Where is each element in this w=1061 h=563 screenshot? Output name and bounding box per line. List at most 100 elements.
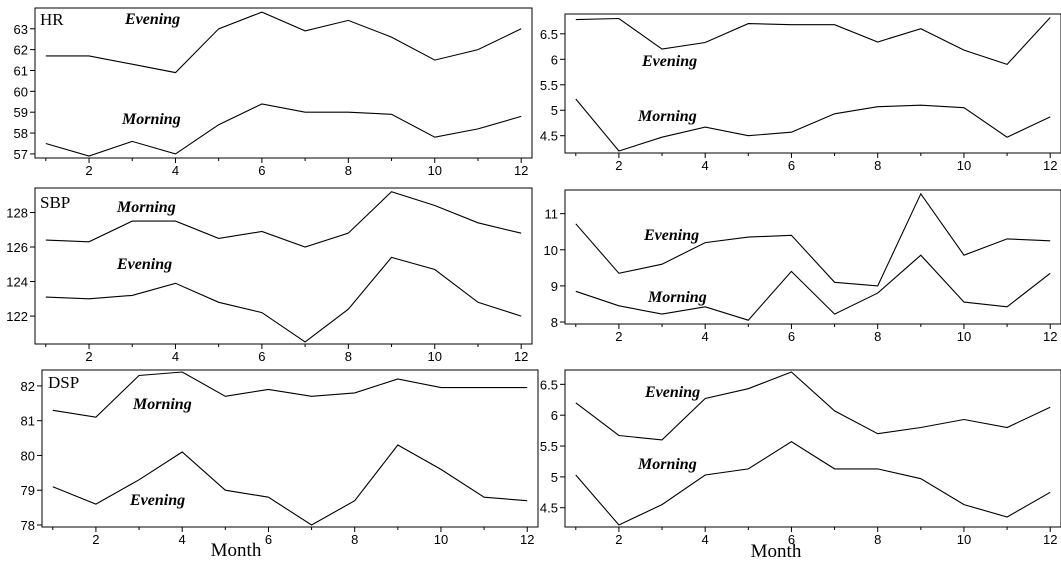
x-tick-label: 6 xyxy=(258,349,265,364)
x-tick-label: 6 xyxy=(258,163,265,178)
plot-frame xyxy=(564,369,1061,528)
x-tick-label: 8 xyxy=(351,532,358,547)
y-tick-label: 61 xyxy=(14,63,28,78)
series-label-evening: Evening xyxy=(124,11,180,28)
panel-3: 2 4 6 8 10 12 122 124 126 128 Morning Evening SBP xyxy=(6,187,533,364)
series-line-morning xyxy=(52,371,528,418)
x-tick-label: 12 xyxy=(520,532,534,547)
panel-title: HR xyxy=(40,10,64,29)
series-line-evening xyxy=(52,444,528,526)
x-tick-label: 10 xyxy=(957,158,971,173)
y-tick-label: 63 xyxy=(14,22,28,37)
series-line-morning xyxy=(575,254,1051,321)
x-tick-label: 12 xyxy=(1043,158,1057,173)
x-tick-label: 6 xyxy=(788,329,795,344)
x-tick-label: 2 xyxy=(85,163,92,178)
y-tick-label: 57 xyxy=(14,147,28,162)
series-line-morning xyxy=(45,191,522,248)
x-axis-label: Month xyxy=(211,540,262,561)
x-tick-label: 10 xyxy=(434,532,448,547)
y-tick-label: 78 xyxy=(21,518,35,533)
x-tick-label: 12 xyxy=(514,349,528,364)
series-line-evening xyxy=(575,371,1051,441)
x-tick-label: 4 xyxy=(702,158,709,173)
y-tick-label: 124 xyxy=(6,275,28,290)
x-tick-label: 8 xyxy=(874,329,881,344)
y-tick-label: 60 xyxy=(14,84,28,99)
series-line-evening xyxy=(45,11,522,74)
y-tick-label: 4.5 xyxy=(540,501,558,516)
y-tick-label: 5.5 xyxy=(540,78,558,93)
x-tick-label: 8 xyxy=(874,532,881,547)
x-tick-label: 6 xyxy=(788,158,795,173)
x-tick-label: 10 xyxy=(957,329,971,344)
y-tick-label: 58 xyxy=(14,126,28,141)
x-tick-label: 8 xyxy=(874,158,881,173)
series-line-morning xyxy=(45,103,522,157)
x-tick-label: 2 xyxy=(85,349,92,364)
plot-frame xyxy=(34,187,533,345)
x-axis-label: Month xyxy=(751,541,802,562)
y-tick-label: 126 xyxy=(6,240,28,255)
y-tick-label: 59 xyxy=(14,105,28,120)
y-tick-label: 11 xyxy=(545,207,559,222)
y-tick-label: 128 xyxy=(6,205,28,220)
series-label-morning: Morning xyxy=(121,111,181,128)
plot-frame xyxy=(564,189,1061,325)
series-line-morning xyxy=(575,441,1051,526)
y-tick-label: 9 xyxy=(551,279,558,294)
panel-title: SBP xyxy=(40,193,70,212)
y-tick-label: 81 xyxy=(21,414,35,429)
y-tick-label: 6 xyxy=(551,408,558,423)
y-tick-label: 8 xyxy=(551,315,558,330)
x-tick-label: 6 xyxy=(788,532,795,547)
series-label-evening: Evening xyxy=(644,384,700,401)
series-label-evening: Evening xyxy=(129,492,185,509)
x-tick-label: 6 xyxy=(265,532,272,547)
plot-frame xyxy=(34,7,533,159)
x-tick-label: 8 xyxy=(345,349,352,364)
plot-frame xyxy=(41,369,539,528)
y-tick-label: 6 xyxy=(551,52,558,67)
series-label-morning: Morning xyxy=(637,456,697,473)
panel-6: 2 4 6 8 10 12 4.5 5 5.5 6 6.5 Evening Morning Month xyxy=(540,369,1061,562)
series-label-evening: Evening xyxy=(116,256,172,273)
series-line-evening xyxy=(45,256,522,343)
y-tick-label: 122 xyxy=(6,309,28,324)
panel-4: 2 4 6 8 10 12 8 9 10 11 Evening Morning xyxy=(544,189,1061,344)
panel-1: 2 4 6 8 10 12 57 58 59 60 61 62 63 Evening Morning HR xyxy=(14,7,533,178)
series-label-evening: Evening xyxy=(643,227,699,244)
y-tick-label: 10 xyxy=(544,243,558,258)
x-tick-label: 2 xyxy=(615,532,622,547)
plot-frame xyxy=(564,13,1061,154)
y-tick-label: 82 xyxy=(21,379,35,394)
series-label-evening: Evening xyxy=(641,53,697,70)
y-tick-label: 5 xyxy=(551,470,558,485)
x-tick-label: 12 xyxy=(1043,532,1057,547)
x-tick-label: 4 xyxy=(702,532,709,547)
x-tick-label: 10 xyxy=(428,349,442,364)
y-tick-label: 62 xyxy=(14,43,28,58)
panel-2: 2 4 6 8 10 12 4.5 5 5.5 6 6.5 Evening Morning xyxy=(540,13,1061,173)
x-tick-label: 12 xyxy=(514,163,528,178)
x-tick-label: 8 xyxy=(345,163,352,178)
y-tick-label: 4.5 xyxy=(540,129,558,144)
x-tick-label: 4 xyxy=(172,349,179,364)
x-tick-label: 2 xyxy=(615,329,622,344)
series-label-morning: Morning xyxy=(647,289,707,306)
series-line-morning xyxy=(575,98,1051,152)
y-tick-label: 6.5 xyxy=(540,377,558,392)
series-label-morning: Morning xyxy=(116,199,176,216)
x-tick-label: 10 xyxy=(428,163,442,178)
x-tick-label: 2 xyxy=(615,158,622,173)
x-tick-label: 2 xyxy=(92,532,99,547)
series-label-morning: Morning xyxy=(132,396,192,413)
panel-5: 2 4 6 8 10 12 78 79 80 81 82 Morning Evening DSP Month xyxy=(21,369,539,561)
x-tick-label: 10 xyxy=(957,532,971,547)
x-tick-label: 4 xyxy=(179,532,186,547)
series-line-evening xyxy=(575,192,1051,287)
y-tick-label: 80 xyxy=(21,448,35,463)
series-label-morning: Morning xyxy=(637,108,697,125)
x-tick-label: 4 xyxy=(172,163,179,178)
